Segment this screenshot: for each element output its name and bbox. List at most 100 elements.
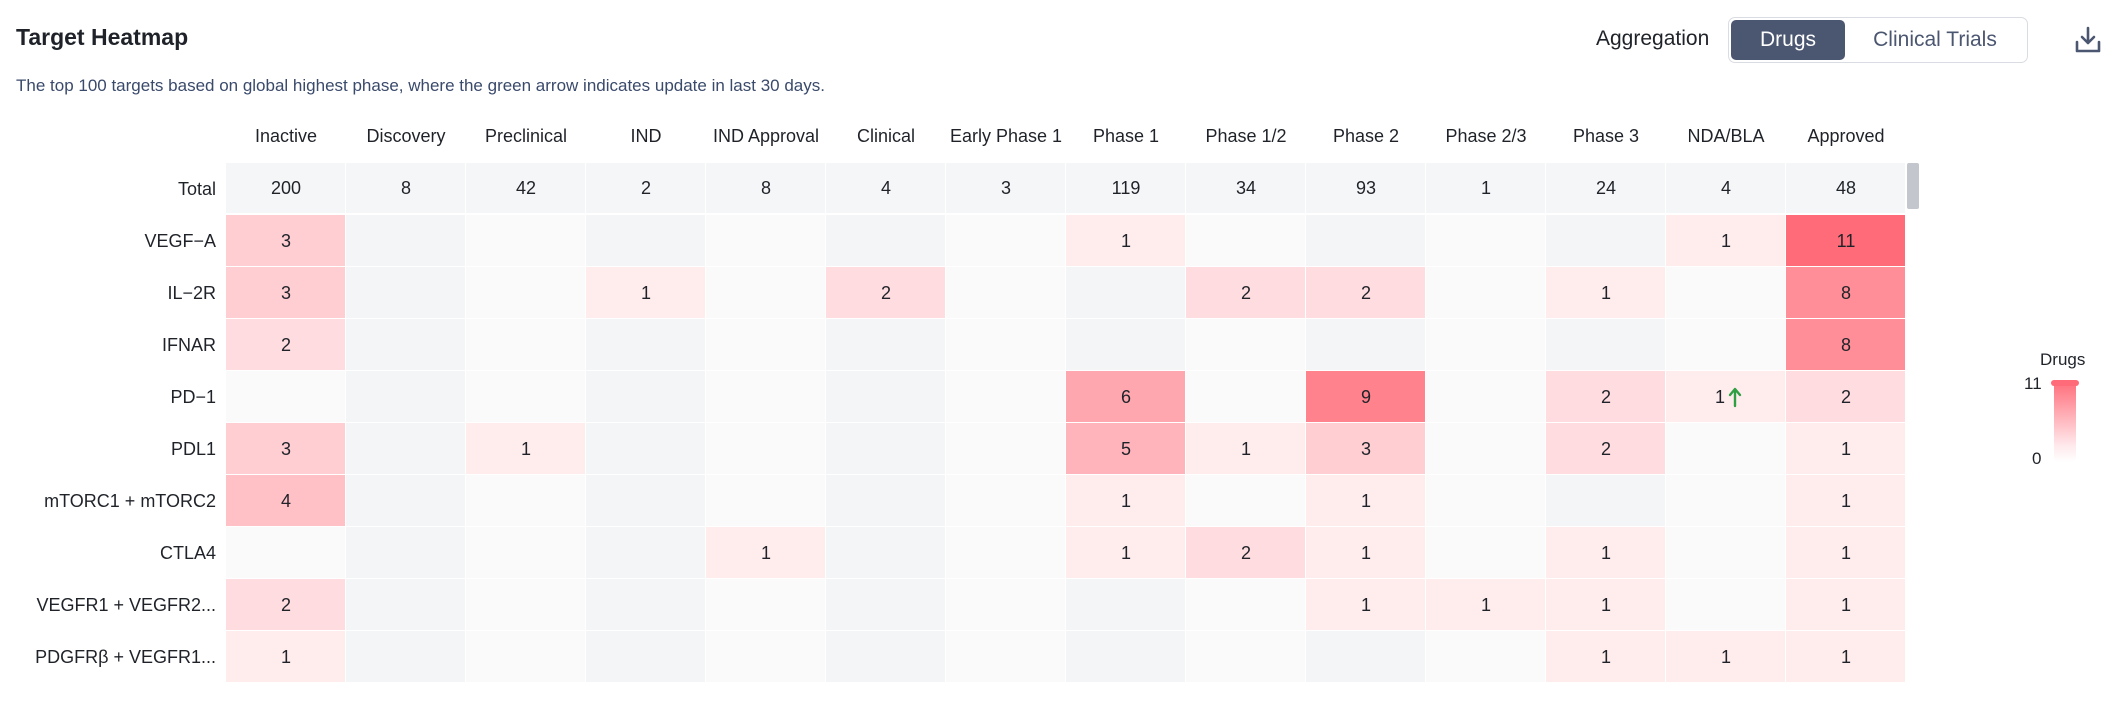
heatmap-cell[interactable] (706, 267, 825, 318)
heatmap-cell[interactable] (1546, 215, 1665, 266)
heatmap-cell[interactable] (1666, 527, 1785, 578)
legend-max-handle[interactable] (2051, 380, 2079, 386)
column-header: Phase 1 (1093, 126, 1159, 146)
heatmap-cell[interactable] (466, 527, 585, 578)
heatmap-cell[interactable] (826, 631, 945, 682)
cell-value: 3 (281, 283, 291, 303)
total-value: 24 (1596, 178, 1616, 198)
heatmap-cell[interactable] (466, 475, 585, 526)
heatmap-cell[interactable] (946, 579, 1065, 630)
heatmap-cell[interactable] (346, 527, 465, 578)
heatmap-cell[interactable] (706, 579, 825, 630)
column-header: Phase 1/2 (1205, 126, 1286, 146)
heatmap-cell[interactable] (946, 319, 1065, 370)
heatmap-cell[interactable] (706, 319, 825, 370)
scrollbar-thumb[interactable] (1907, 163, 1919, 209)
heatmap-cell[interactable] (346, 371, 465, 422)
heatmap-cell[interactable] (586, 475, 705, 526)
heatmap-cell[interactable] (466, 215, 585, 266)
heatmap-cell[interactable] (1666, 579, 1785, 630)
heatmap-cell[interactable] (1066, 319, 1185, 370)
heatmap-cell[interactable] (826, 371, 945, 422)
heatmap-cell[interactable] (826, 319, 945, 370)
heatmap-cell[interactable] (586, 527, 705, 578)
total-value: 119 (1112, 178, 1141, 198)
cell-value: 1 (1241, 439, 1251, 459)
heatmap-cell[interactable] (586, 371, 705, 422)
heatmap-cell[interactable] (1186, 215, 1305, 266)
heatmap-cell[interactable] (346, 631, 465, 682)
heatmap-cell[interactable] (1426, 423, 1545, 474)
heatmap-cell[interactable] (586, 579, 705, 630)
heatmap-cell[interactable] (1186, 631, 1305, 682)
heatmap-cell[interactable] (346, 579, 465, 630)
heatmap-cell[interactable] (1066, 631, 1185, 682)
heatmap-cell[interactable] (826, 527, 945, 578)
heatmap-cell[interactable] (346, 423, 465, 474)
heatmap-cell[interactable] (1426, 527, 1545, 578)
total-value: 4 (881, 178, 891, 198)
heatmap-cell[interactable] (946, 215, 1065, 266)
heatmap-cell[interactable] (1306, 319, 1425, 370)
heatmap-cell[interactable] (1426, 215, 1545, 266)
heatmap-cell[interactable] (226, 371, 345, 422)
heatmap-cell[interactable] (1666, 267, 1785, 318)
heatmap-cell[interactable] (826, 215, 945, 266)
heatmap-cell[interactable] (1306, 631, 1425, 682)
heatmap-cell[interactable] (826, 475, 945, 526)
heatmap-cell[interactable] (1546, 319, 1665, 370)
heatmap-cell[interactable] (1666, 371, 1785, 422)
heatmap-cell[interactable] (1186, 319, 1305, 370)
heatmap-cell[interactable] (466, 371, 585, 422)
heatmap-cell[interactable] (706, 475, 825, 526)
heatmap-cell[interactable] (946, 475, 1065, 526)
heatmap-cell[interactable] (1426, 267, 1545, 318)
heatmap-cell[interactable] (346, 475, 465, 526)
heatmap-cell[interactable] (1426, 319, 1545, 370)
total-value: 2 (641, 178, 651, 198)
heatmap-cell[interactable] (1186, 371, 1305, 422)
heatmap-cell[interactable] (1306, 215, 1425, 266)
heatmap-cell[interactable] (946, 371, 1065, 422)
heatmap-cell[interactable] (346, 215, 465, 266)
heatmap-cell[interactable] (466, 267, 585, 318)
heatmap-cell[interactable] (826, 423, 945, 474)
heatmap-cell[interactable] (946, 631, 1065, 682)
heatmap-cell[interactable] (706, 423, 825, 474)
heatmap-cell[interactable] (586, 215, 705, 266)
heatmap-cell[interactable] (1666, 423, 1785, 474)
heatmap-cell[interactable] (706, 371, 825, 422)
heatmap-cell[interactable] (466, 319, 585, 370)
cell-value: 1 (1841, 647, 1851, 667)
heatmap-cell[interactable] (1666, 475, 1785, 526)
column-header: Inactive (255, 126, 317, 146)
heatmap-cell[interactable] (346, 319, 465, 370)
heatmap-cell[interactable] (466, 631, 585, 682)
heatmap-cell[interactable] (946, 423, 1065, 474)
heatmap-cell[interactable] (226, 527, 345, 578)
heatmap-cell[interactable] (1186, 475, 1305, 526)
cell-value: 6 (1121, 387, 1131, 407)
heatmap-cell[interactable] (1066, 579, 1185, 630)
heatmap-cell[interactable] (1666, 319, 1785, 370)
heatmap-cell[interactable] (586, 319, 705, 370)
heatmap-cell[interactable] (1426, 371, 1545, 422)
cell-value: 3 (1361, 439, 1371, 459)
cell-value: 5 (1121, 439, 1131, 459)
heatmap-cell[interactable] (1186, 579, 1305, 630)
heatmap-cell[interactable] (1546, 475, 1665, 526)
heatmap-cell[interactable] (586, 631, 705, 682)
total-value: 1 (1481, 178, 1491, 198)
heatmap-cell[interactable] (946, 527, 1065, 578)
heatmap-cell[interactable] (466, 579, 585, 630)
heatmap-cell[interactable] (586, 423, 705, 474)
heatmap-cell[interactable] (1426, 631, 1545, 682)
heatmap-cell[interactable] (826, 579, 945, 630)
heatmap-cell[interactable] (706, 215, 825, 266)
heatmap-cell[interactable] (946, 267, 1065, 318)
heatmap-cell[interactable] (706, 631, 825, 682)
heatmap-cell[interactable] (1066, 267, 1185, 318)
heatmap-cell[interactable] (346, 267, 465, 318)
heatmap-cell[interactable] (1426, 475, 1545, 526)
